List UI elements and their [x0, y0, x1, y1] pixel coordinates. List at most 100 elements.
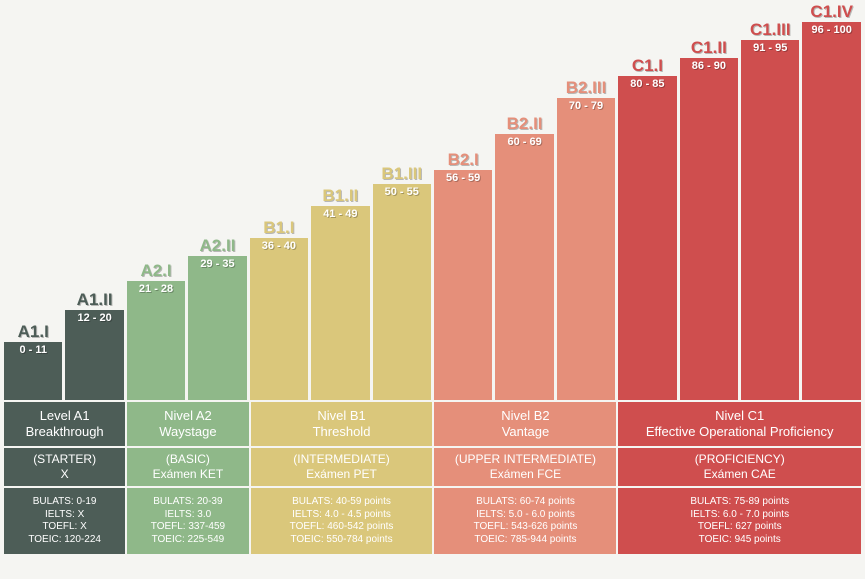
- bar-level-name: B2.II: [495, 115, 553, 134]
- group-equivalence-cell: BULATS: 40-59 pointsIELTS: 4.0 - 4.5 poi…: [251, 488, 433, 554]
- bar-level-name: A2.I: [127, 262, 185, 281]
- bar-score-range: 86 - 90: [680, 58, 738, 76]
- equivalence-line: TOEFL: 543-626 points: [474, 521, 578, 534]
- equivalence-line: TOEIC: 945 points: [699, 534, 781, 547]
- level-group-column: Nivel C1Effective Operational Proficienc…: [618, 402, 861, 575]
- level-summary-table: Level A1Breakthrough(STARTER)XBULATS: 0-…: [0, 400, 865, 579]
- bar-level: B2.II60 - 69: [495, 115, 553, 400]
- equivalence-line: IELTS: X: [45, 509, 84, 522]
- bar-level-name: A1.I: [4, 323, 62, 342]
- group-stage-name: (INTERMEDIATE): [293, 452, 389, 467]
- bar-body: [434, 188, 492, 400]
- bar-score-range: 21 - 28: [127, 281, 185, 299]
- bar-level: B2.I56 - 59: [434, 151, 492, 400]
- bar-score-range: 41 - 49: [311, 206, 369, 224]
- group-title-cell: Nivel B1Threshold: [251, 402, 433, 446]
- group-stage-name: (STARTER): [33, 452, 96, 467]
- bar-body: [680, 76, 738, 400]
- bar-score-range: 50 - 55: [373, 184, 431, 202]
- bar-level: B2.III70 - 79: [557, 79, 615, 400]
- equivalence-line: BULATS: 40-59 points: [292, 496, 391, 509]
- group-level-name: Nivel B1: [317, 408, 365, 424]
- bar-level: C1.I80 - 85: [618, 57, 676, 400]
- equivalence-line: BULATS: 20-39: [153, 496, 222, 509]
- bar-body: [618, 94, 676, 400]
- equivalence-line: TOEIC: 550-784 points: [290, 534, 392, 547]
- group-stage-cell: (INTERMEDIATE)Exámen PET: [251, 448, 433, 486]
- bar-score-range: 70 - 79: [557, 98, 615, 116]
- group-cefr-label: Threshold: [313, 424, 371, 440]
- bar-score-range: 91 - 95: [741, 40, 799, 58]
- level-group-column: Nivel B1Threshold(INTERMEDIATE)Exámen PE…: [251, 402, 433, 575]
- equivalence-line: IELTS: 4.0 - 4.5 points: [292, 509, 391, 522]
- level-bar-chart: A1.I0 - 11A1.II12 - 20A2.I21 - 28A2.II29…: [0, 0, 865, 400]
- level-group-column: Level A1Breakthrough(STARTER)XBULATS: 0-…: [4, 402, 125, 575]
- group-equivalence-cell: BULATS: 75-89 pointsIELTS: 6.0 - 7.0 poi…: [618, 488, 861, 554]
- bar-score-range: 60 - 69: [495, 134, 553, 152]
- bar-level: C1.III91 - 95: [741, 21, 799, 400]
- equivalence-line: TOEFL: X: [43, 521, 87, 534]
- equivalence-line: BULATS: 75-89 points: [690, 496, 789, 509]
- bar-level: B1.III50 - 55: [373, 165, 431, 400]
- group-equivalence-cell: BULATS: 0-19IELTS: XTOEFL: XTOEIC: 120-2…: [4, 488, 125, 554]
- group-cefr-label: Breakthrough: [26, 424, 104, 440]
- group-title-cell: Level A1Breakthrough: [4, 402, 125, 446]
- group-level-name: Nivel B2: [501, 408, 549, 424]
- group-cefr-label: Waystage: [159, 424, 216, 440]
- equivalence-line: IELTS: 6.0 - 7.0 points: [690, 509, 789, 522]
- bar-level-name: B1.II: [311, 187, 369, 206]
- group-stage-cell: (PROFICIENCY)Exámen CAE: [618, 448, 861, 486]
- bar-level-name: B2.I: [434, 151, 492, 170]
- equivalence-line: IELTS: 3.0: [165, 509, 212, 522]
- bar-score-range: 80 - 85: [618, 76, 676, 94]
- group-exam-name: Exámen PET: [306, 467, 377, 482]
- bar-score-range: 12 - 20: [65, 310, 123, 328]
- bar-level-name: C1.IV: [802, 3, 860, 22]
- group-stage-name: (PROFICIENCY): [695, 452, 785, 467]
- equivalence-line: IELTS: 5.0 - 6.0 points: [476, 509, 575, 522]
- group-stage-cell: (UPPER INTERMEDIATE)Exámen FCE: [434, 448, 616, 486]
- equivalence-line: BULATS: 60-74 points: [476, 496, 575, 509]
- proficiency-infographic: A1.I0 - 11A1.II12 - 20A2.I21 - 28A2.II29…: [0, 0, 865, 579]
- group-exam-name: Exámen CAE: [704, 467, 776, 482]
- bar-level: C1.IV96 - 100: [802, 3, 860, 400]
- bar-level-name: A2.II: [188, 237, 246, 256]
- equivalence-line: TOEIC: 785-944 points: [474, 534, 576, 547]
- group-level-name: Level A1: [40, 408, 90, 424]
- group-title-cell: Nivel C1Effective Operational Proficienc…: [618, 402, 861, 446]
- bar-level: B1.II41 - 49: [311, 187, 369, 400]
- bar-level: A1.I0 - 11: [4, 323, 62, 400]
- bar-score-range: 36 - 40: [250, 238, 308, 256]
- group-stage-cell: (STARTER)X: [4, 448, 125, 486]
- bar-level-name: C1.II: [680, 39, 738, 58]
- group-title-cell: Nivel A2Waystage: [127, 402, 248, 446]
- bar-level-name: C1.III: [741, 21, 799, 40]
- equivalence-line: TOEIC: 120-224: [28, 534, 101, 547]
- group-equivalence-cell: BULATS: 60-74 pointsIELTS: 5.0 - 6.0 poi…: [434, 488, 616, 554]
- bar-body: [495, 152, 553, 400]
- bar-body: [188, 274, 246, 400]
- group-level-name: Nivel C1: [715, 408, 764, 424]
- bar-body: [741, 58, 799, 400]
- bar-level: A2.II29 - 35: [188, 237, 246, 400]
- bar-level-name: A1.II: [65, 291, 123, 310]
- bar-level: A2.I21 - 28: [127, 262, 185, 400]
- bar-body: [311, 224, 369, 400]
- group-exam-name: X: [61, 467, 69, 482]
- bar-level-name: B2.III: [557, 79, 615, 98]
- bar-body: [250, 256, 308, 400]
- group-exam-name: Exámen KET: [153, 467, 224, 482]
- bar-body: [802, 40, 860, 400]
- group-cefr-label: Effective Operational Proficiency: [646, 424, 834, 440]
- equivalence-line: BULATS: 0-19: [33, 496, 97, 509]
- group-equivalence-cell: BULATS: 20-39IELTS: 3.0TOEFL: 337-459TOE…: [127, 488, 248, 554]
- bar-score-range: 56 - 59: [434, 170, 492, 188]
- bar-body: [557, 116, 615, 400]
- level-group-column: Nivel A2Waystage(BASIC)Exámen KETBULATS:…: [127, 402, 248, 575]
- bar-body: [373, 202, 431, 400]
- bar-level: A1.II12 - 20: [65, 291, 123, 400]
- group-exam-name: Exámen FCE: [490, 467, 561, 482]
- equivalence-line: TOEIC: 225-549: [152, 534, 225, 547]
- group-title-cell: Nivel B2Vantage: [434, 402, 616, 446]
- bar-body: [4, 360, 62, 400]
